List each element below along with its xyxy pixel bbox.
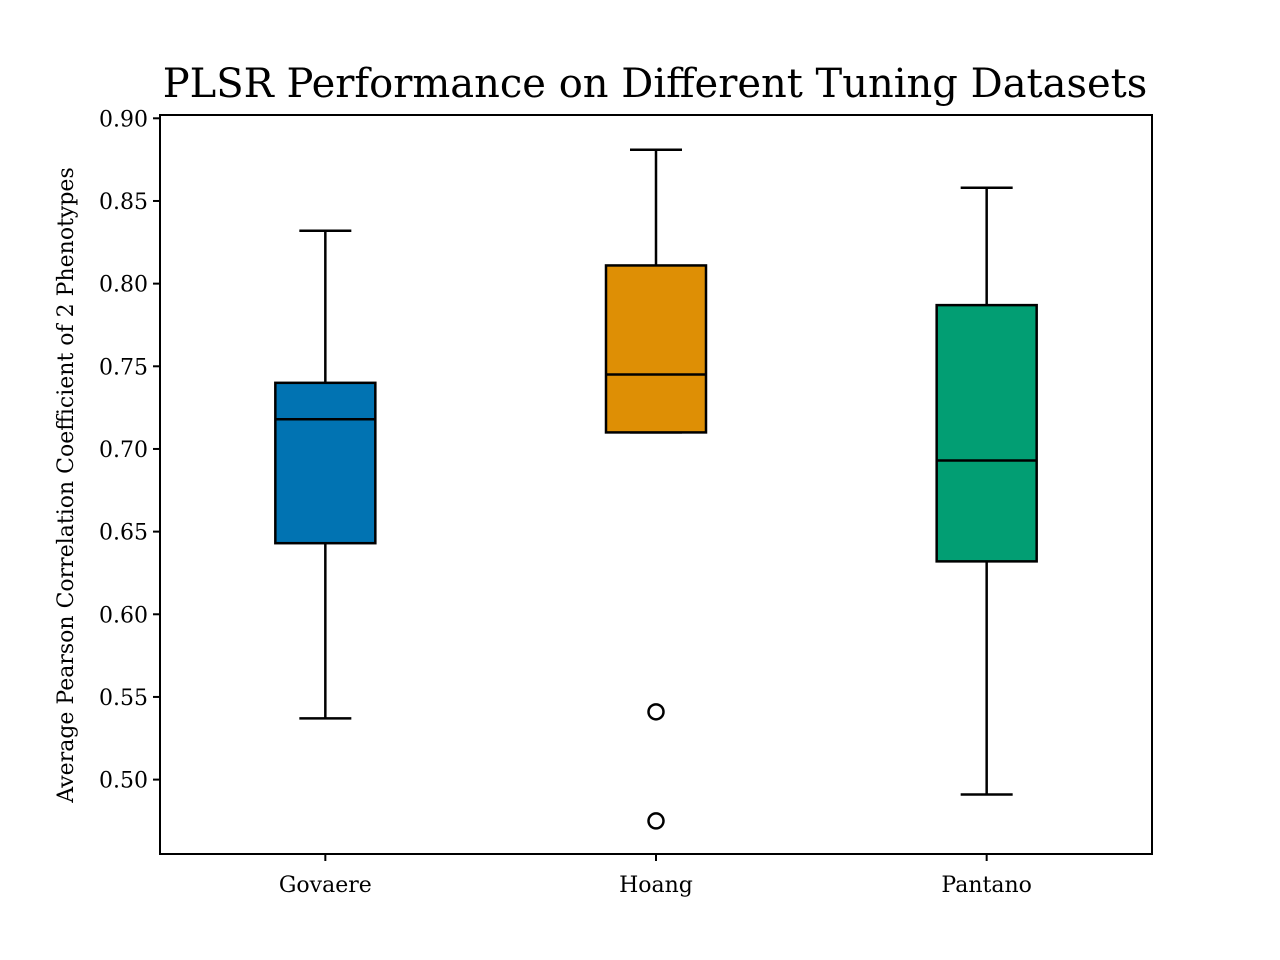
y-tick-label: 0.75 xyxy=(99,355,148,380)
y-tick-label: 0.70 xyxy=(99,438,148,463)
box-pantano xyxy=(935,303,1038,563)
outlier-point xyxy=(647,812,665,830)
plot-area: 0.50 0.55 0.60 0.65 0.70 0.75 0.80 0.85 0.90 Gova… xyxy=(99,107,1038,898)
y-tick-label: 0.80 xyxy=(99,273,148,298)
plot-frame xyxy=(159,114,1153,855)
y-tick-label: 0.90 xyxy=(99,107,148,132)
y-tick-label: 0.50 xyxy=(99,769,148,794)
y-tick-label: 0.65 xyxy=(99,521,148,546)
box-hoang xyxy=(604,264,708,434)
box-govaere xyxy=(274,381,377,545)
y-axis-label: Average Pearson Correlation Coefficient … xyxy=(54,167,79,804)
x-tick-label: Pantano xyxy=(941,873,1031,898)
x-tick-label: Hoang xyxy=(619,873,693,898)
y-tick-label: 0.85 xyxy=(99,190,148,215)
chart-title: PLSR Performance on Different Tuning Dat… xyxy=(163,61,1148,107)
outlier-point xyxy=(647,703,665,721)
y-tick-label: 0.60 xyxy=(99,603,148,628)
x-tick-label: Govaere xyxy=(279,873,372,898)
y-tick-label: 0.55 xyxy=(99,686,148,711)
